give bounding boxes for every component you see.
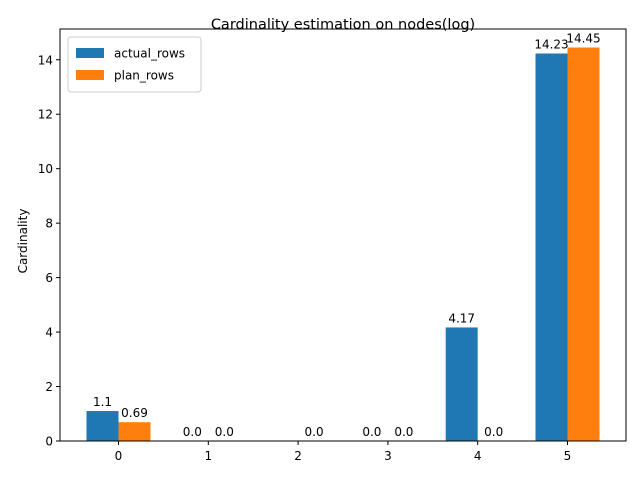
data-label-plan_rows-5: 14.45 [566, 32, 600, 46]
x-tick-label: 4 [474, 449, 482, 463]
data-label-plan_rows-4: 0.0 [484, 425, 503, 439]
y-tick-label: 8 [45, 217, 53, 231]
data-label-actual_rows-4: 4.17 [448, 311, 475, 325]
x-axis-ticks: 0 1 2 3 4 5 [115, 441, 572, 463]
bar-actual_rows-5 [535, 53, 568, 441]
y-tick-label: 2 [45, 380, 53, 394]
data-label-actual_rows-3: 0.0 [362, 425, 381, 439]
data-labels-group: 1.1 0.0 0.0 4.17 14.23 0.69 0.0 0.0 0.0 0.0 14.45 [93, 32, 601, 439]
data-label-plan_rows-0: 0.69 [121, 406, 148, 420]
y-tick-label: 10 [38, 162, 53, 176]
legend: actual_rows plan_rows [67, 36, 202, 93]
legend-box [67, 36, 202, 93]
x-tick-label: 2 [294, 449, 302, 463]
y-tick-label: 14 [38, 53, 53, 67]
y-axis-ticks: 0 2 4 6 8 10 12 14 [38, 53, 60, 449]
legend-label-actual_rows: actual_rows [114, 47, 185, 61]
y-tick-label: 12 [38, 108, 53, 122]
x-tick-label: 1 [204, 449, 212, 463]
data-label-plan_rows-3: 0.0 [394, 425, 413, 439]
data-label-plan_rows-2: 0.0 [305, 425, 324, 439]
y-tick-label: 6 [45, 271, 53, 285]
x-tick-label: 3 [384, 449, 392, 463]
y-tick-label: 0 [45, 435, 53, 449]
data-label-actual_rows-5: 14.23 [534, 38, 568, 52]
y-axis-label: Cardinality [16, 209, 30, 274]
bar-plan_rows-5 [567, 47, 600, 442]
bar-actual_rows-4 [445, 327, 478, 441]
plot-frame [59, 28, 627, 442]
legend-swatch-plan_rows [76, 70, 104, 80]
chart-title: Cardinality estimation on nodes(log) [211, 17, 475, 33]
x-tick-label: 0 [115, 449, 123, 463]
data-label-actual_rows-1: 0.0 [183, 425, 202, 439]
y-tick-label: 4 [45, 326, 53, 340]
data-label-actual_rows-0: 1.1 [93, 395, 112, 409]
bar-plan_rows-0 [118, 422, 151, 441]
legend-label-plan_rows: plan_rows [114, 69, 174, 83]
legend-swatch-actual_rows [76, 48, 104, 58]
data-label-plan_rows-1: 0.0 [215, 425, 234, 439]
bar-actual_rows-0 [86, 411, 119, 441]
x-tick-label: 5 [564, 449, 572, 463]
bars-group [86, 47, 600, 442]
